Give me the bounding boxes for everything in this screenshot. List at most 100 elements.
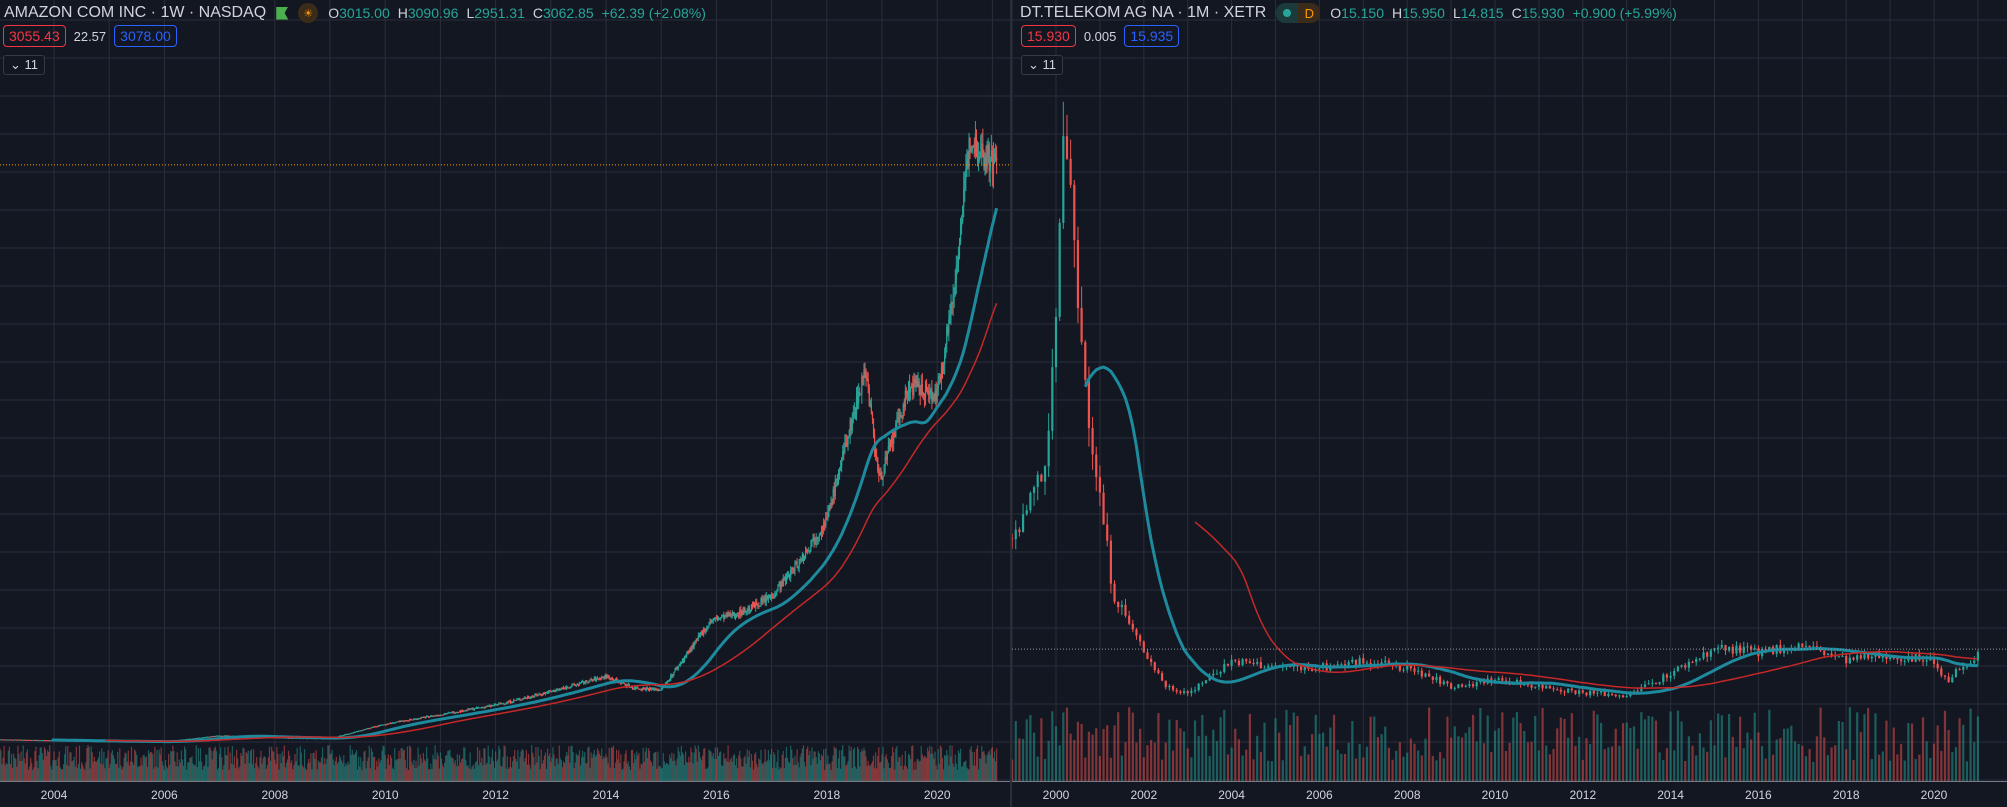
candle-body (1106, 524, 1109, 541)
indicators-toggle-button[interactable]: ⌄ 11 (1021, 55, 1064, 75)
volume-bar (907, 753, 910, 782)
candle-body (933, 397, 935, 399)
pane-divider[interactable] (1010, 0, 1012, 807)
telekom-price-chart[interactable] (1012, 0, 2007, 807)
candle-body (738, 615, 740, 617)
symbol-title[interactable]: AMAZON COM INC · 1W · NASDAQ (4, 4, 267, 21)
candle-body (739, 609, 741, 616)
volume-bar (120, 765, 122, 782)
time-axis[interactable]: 2000 2002 2004 2006 2008 2010 2012 2014 2016 2018… (1012, 781, 2007, 807)
volume-bar (329, 754, 331, 782)
volume-bar (685, 751, 687, 782)
volume-bar (910, 759, 912, 782)
candle-body (700, 632, 703, 636)
volume-bar (266, 764, 268, 782)
volume-bar (31, 762, 33, 782)
volume-bar (911, 746, 913, 782)
sell-button[interactable]: 15.930 (1021, 25, 1076, 47)
volume-bar (144, 757, 146, 782)
candle-body (972, 145, 974, 148)
volume-bar (812, 759, 814, 782)
candle-body (1012, 538, 1014, 540)
candle-body (369, 727, 371, 729)
candle-body (1274, 665, 1277, 667)
volume-bar (311, 769, 313, 782)
buy-button[interactable]: 3078.00 (114, 25, 177, 47)
candle-body (690, 648, 692, 651)
volume-bar (538, 756, 540, 782)
volume-bar (536, 762, 538, 782)
time-axis[interactable]: 2004 2006 2008 2010 2012 2014 2016 2018 2020 (0, 781, 1010, 807)
candle-body (34, 739, 36, 741)
candle-body (982, 143, 984, 157)
candle-body (1859, 655, 1862, 659)
sell-button[interactable]: 3055.43 (3, 25, 66, 47)
volume-bar (357, 769, 359, 782)
volume-bar (1128, 707, 1131, 782)
volume-bar (708, 749, 710, 782)
candle-body (789, 574, 791, 578)
volume-bar (694, 745, 696, 782)
volume-bar (435, 759, 437, 782)
candle-body (931, 389, 933, 402)
volume-bar (3, 745, 5, 782)
volume-bar (881, 754, 883, 782)
volume-bar (1270, 761, 1273, 782)
candle-body (983, 156, 985, 168)
buy-button[interactable]: 15.935 (1124, 25, 1180, 47)
volume-bar (1878, 754, 1881, 782)
candle-body (991, 150, 993, 174)
candle-body (646, 688, 648, 690)
telekom-chart-pane[interactable]: DT.TELEKOM AG NA · 1M · XETR D O15.150 H… (1012, 0, 2007, 807)
candle-body (455, 712, 457, 714)
market-status-badge[interactable]: D (1276, 3, 1321, 23)
candle-body (23, 739, 25, 741)
candle-body (687, 651, 689, 655)
volume-bar (579, 765, 582, 782)
amazon-chart-pane[interactable]: AMAZON COM INC · 1W · NASDAQ ☀ O3015.00 … (0, 0, 1010, 807)
volume-bar (195, 745, 197, 782)
market-closed-sun-icon[interactable]: ☀ (298, 3, 319, 23)
candle-body (26, 739, 29, 741)
volume-bar (806, 749, 808, 782)
candle-body (1087, 379, 1091, 428)
quote-buttons: 3055.43 22.57 3078.00 (3, 25, 177, 47)
candle-body (1340, 664, 1343, 666)
volume-bar (153, 768, 155, 782)
symbol-title[interactable]: DT.TELEKOM AG NA · 1M · XETR (1020, 4, 1267, 21)
candle-body (768, 596, 771, 598)
volume-bar (766, 760, 768, 782)
volume-bar (206, 754, 208, 782)
volume-bar (1746, 732, 1749, 782)
volume-bar (269, 760, 272, 782)
volume-bar (1910, 723, 1914, 782)
candle-body (468, 708, 470, 710)
volume-bar (809, 750, 811, 782)
candle-body (681, 659, 684, 663)
candle-body (1051, 367, 1054, 431)
volume-bar (935, 765, 937, 782)
volume-bar (751, 760, 754, 782)
volume-bar (104, 768, 106, 782)
candle-body (594, 678, 596, 681)
candle-body (1139, 635, 1142, 642)
candle-body (40, 740, 42, 742)
volume-bar (4, 765, 6, 782)
volume-bar (229, 752, 231, 782)
volume-bar (66, 764, 68, 782)
volume-bar (696, 761, 698, 782)
volume-bar (1885, 720, 1888, 782)
flag-icon[interactable] (276, 6, 289, 20)
volume-bar (1146, 745, 1149, 782)
amazon-price-chart[interactable] (0, 0, 1010, 807)
volume-bar (1252, 759, 1255, 782)
indicators-toggle-button[interactable]: ⌄ 11 (3, 55, 46, 75)
volume-bar (836, 768, 839, 782)
volume-bar (818, 753, 820, 782)
volume-bar (1043, 758, 1047, 782)
volume-bar (324, 757, 326, 782)
volume-bar (384, 754, 386, 782)
candle-body (856, 396, 859, 404)
volume-bar (271, 746, 273, 782)
candle-body (707, 626, 709, 628)
